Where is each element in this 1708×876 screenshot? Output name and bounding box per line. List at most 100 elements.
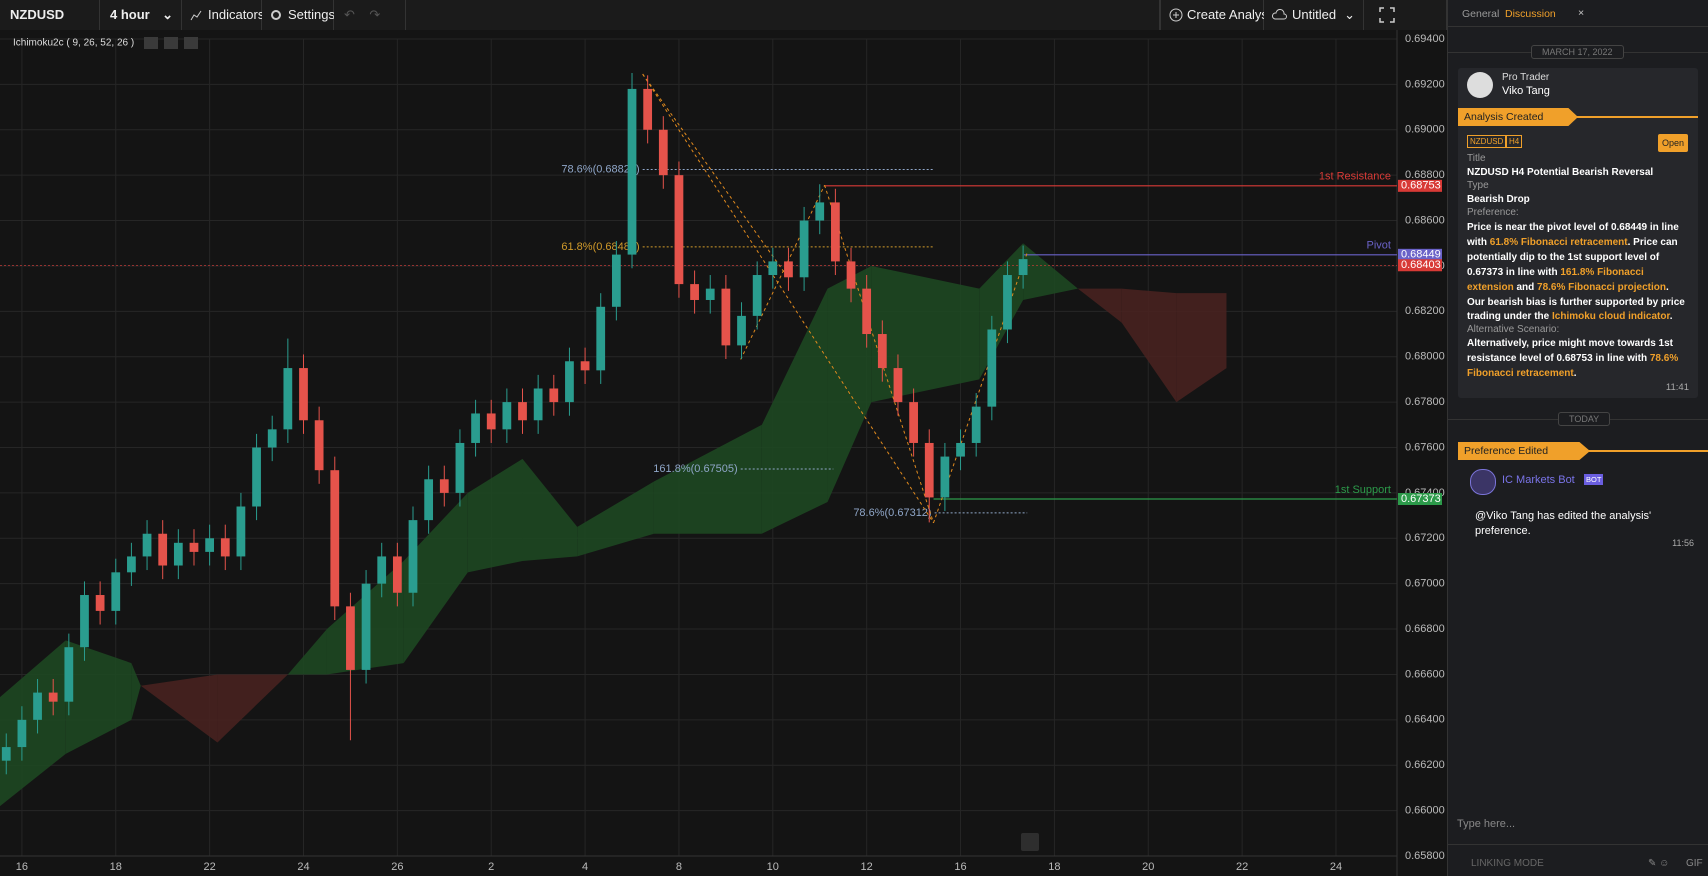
candle-body — [518, 402, 527, 421]
candle-body — [439, 479, 449, 493]
candle-body — [737, 315, 746, 346]
open-button[interactable]: Open — [1658, 134, 1689, 152]
indicators-button[interactable]: Indicators — [182, 0, 264, 30]
cloud-segment — [761, 288, 828, 534]
x-tick-label: 16 — [954, 861, 966, 873]
pattern-line — [740, 184, 826, 360]
cloud-segment — [1023, 243, 1078, 300]
indicator-eye[interactable] — [144, 37, 159, 49]
candle-body — [361, 583, 371, 670]
chevron: ⌄ — [1344, 7, 1355, 22]
y-tick-label: 0.66800 — [1405, 623, 1445, 635]
candle-body — [627, 88, 637, 255]
tag: H4 — [1506, 135, 1523, 148]
candle-body — [502, 402, 512, 430]
fib-label: 78.6%(0.68825) — [561, 163, 639, 175]
indicator-delete[interactable] — [184, 37, 199, 49]
gif-button[interactable]: GIF — [1686, 858, 1703, 869]
cloud-segment — [287, 629, 327, 675]
tab-general[interactable]: General — [1462, 8, 1499, 20]
timeframe-text: 4 hour — [110, 7, 150, 22]
analysis-card: Pro Trader Viko Tang Analysis Created NZ… — [1458, 68, 1698, 398]
label-text: Type — [1467, 180, 1489, 191]
settings-button[interactable]: Settings — [262, 0, 335, 30]
y-tick-label: 0.68000 — [1405, 351, 1445, 363]
input-icons[interactable]: ✎ ☺ — [1648, 858, 1670, 869]
title-label: Title — [1467, 153, 1486, 164]
candle-body — [205, 538, 215, 552]
indicator-label: Ichimoku2c ( 9, 26, 52, 26 ) — [13, 37, 199, 49]
create-text: Create Analysis — [1187, 7, 1278, 22]
tab-text: General — [1462, 8, 1500, 20]
bot-text: IC Markets Bot — [1502, 474, 1575, 486]
candle-body — [455, 442, 465, 493]
indicator-text: Ichimoku2c ( 9, 26, 52, 26 ) — [13, 37, 135, 49]
cloud-segment — [1176, 293, 1227, 403]
toolbar-spacer — [406, 0, 1160, 30]
level-label-bg — [1398, 179, 1442, 192]
candle-body — [142, 533, 152, 557]
y-tick-label: 0.66400 — [1405, 714, 1445, 726]
candle-body — [784, 261, 793, 278]
x-tick-label: 22 — [1236, 861, 1248, 873]
today-pill: TODAY — [1558, 412, 1611, 426]
alert-button[interactable] — [1021, 833, 1039, 851]
time-text: 11:41 — [1665, 382, 1689, 393]
sidebar: General Discussion × MARCH 17, 2022 Pro … — [1447, 0, 1708, 876]
candle-body — [17, 719, 27, 748]
cloud-segment — [467, 458, 523, 573]
candle-body — [95, 595, 105, 611]
cloud-segment — [65, 640, 132, 754]
type-label: Type — [1467, 180, 1489, 191]
message-input[interactable]: Type here... — [1457, 818, 1515, 830]
candle-body — [173, 542, 183, 566]
highlight: 78.6% Fibonacci retracement — [1467, 352, 1679, 379]
avatar — [1467, 72, 1493, 98]
timeframe-select[interactable]: 4 hour ⌄ — [100, 0, 182, 30]
candle-body — [643, 88, 653, 130]
candle-body — [846, 261, 856, 289]
y-tick-label: 0.67800 — [1405, 396, 1445, 408]
linking-mode[interactable]: LINKING MODE — [1471, 858, 1544, 869]
layout-select[interactable]: Untitled ⌄ — [1264, 0, 1364, 30]
symbol-text: NZDUSD — [10, 7, 65, 22]
candle-body — [987, 329, 997, 407]
preference-label: Preference: — [1467, 207, 1519, 218]
icon — [1272, 9, 1287, 20]
y-tick-label: 0.68600 — [1405, 214, 1445, 226]
undo-redo[interactable]: ↶ ↷ — [334, 0, 406, 30]
role: Pro Trader — [1502, 72, 1549, 83]
candle-body — [158, 533, 168, 566]
text-run: Alternatively, price might move towards … — [1467, 338, 1673, 364]
create-analysis-button[interactable]: Create Analysis — [1160, 0, 1277, 30]
x-tick-label: 24 — [1330, 861, 1342, 873]
candle-body — [893, 368, 903, 403]
icon — [1169, 8, 1183, 22]
level-name: 1st Support — [1335, 484, 1391, 496]
fullscreen-button[interactable] — [1364, 0, 1447, 30]
tab-discussion[interactable]: Discussion — [1505, 8, 1556, 20]
highlight: 78.6% Fibonacci projection — [1537, 281, 1666, 293]
candle-body — [752, 275, 762, 316]
text-run: Price is near the pivot level of 0.68449… — [1467, 222, 1679, 248]
candle-body — [111, 572, 121, 611]
candle-body — [220, 538, 230, 557]
candle-body — [471, 413, 480, 443]
alternative-text: Alternatively, price might move towards … — [1467, 337, 1689, 382]
author-text: Viko Tang — [1502, 85, 1550, 97]
cloud-segment — [653, 424, 762, 534]
settings-text: Settings — [288, 7, 335, 22]
tab-close[interactable]: × — [1578, 7, 1585, 19]
text-run: and — [1513, 281, 1538, 293]
indicator-settings[interactable] — [164, 37, 179, 49]
tab-divider — [1448, 26, 1708, 27]
time-text: 11:56 — [1672, 538, 1694, 548]
candle-body — [549, 388, 559, 403]
x-tick-label: 16 — [16, 861, 28, 873]
title: NZDUSD H4 Potential Bearish Reversal — [1467, 167, 1653, 178]
cloud-segment — [140, 674, 218, 743]
y-tick-label: 0.68800 — [1405, 169, 1445, 181]
candle-body — [236, 506, 246, 557]
symbol[interactable]: NZDUSD — [0, 0, 100, 30]
